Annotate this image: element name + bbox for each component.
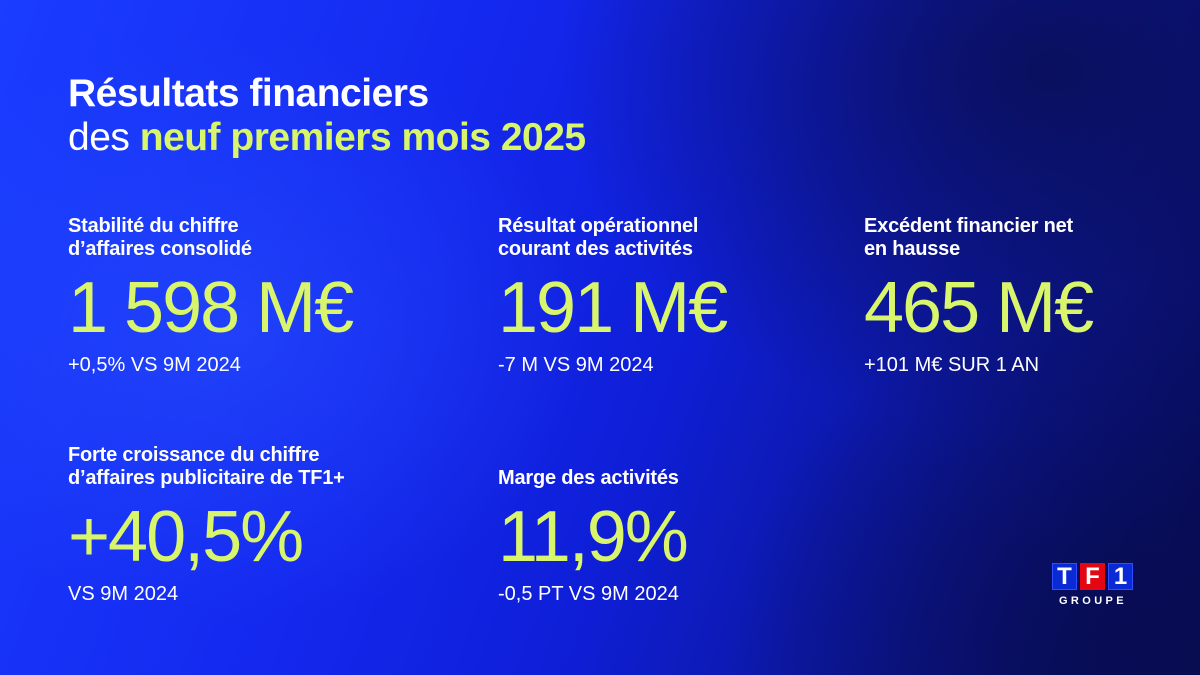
- stat-value: +40,5%: [68, 497, 304, 577]
- stat-comparison: +101 M€ SUR 1 AN: [864, 354, 1040, 376]
- logo-letter-f: F: [1080, 563, 1105, 590]
- title-line-1: Résultats financiers: [68, 72, 429, 115]
- stat-label: Résultat opérationnel courant des activi…: [498, 215, 699, 260]
- logo-tiles: T F 1: [1052, 563, 1134, 590]
- logo-letter-t: T: [1052, 563, 1077, 590]
- stat-margin: Marge des activités 11,9% -0,5 PT VS 9M …: [498, 467, 878, 606]
- stat-value: 1 598 M€: [68, 268, 354, 348]
- title-highlight: neuf premiers mois 2025: [139, 116, 586, 159]
- stat-tf1plus-ad-revenue: Forte croissance du chiffre d’affaires p…: [68, 444, 448, 606]
- logo-letter-1: 1: [1108, 563, 1133, 590]
- stat-comparison: -7 M VS 9M 2024: [498, 354, 654, 376]
- stat-consolidated-revenue: Stabilité du chiffre d’affaires consolid…: [68, 215, 448, 377]
- stat-label: Marge des activités: [498, 467, 679, 489]
- tf1-groupe-logo: T F 1 GROUPE: [1052, 563, 1134, 607]
- stat-label: Stabilité du chiffre d’affaires consolid…: [68, 215, 252, 260]
- stat-label: Excédent financier net en hausse: [864, 215, 1073, 260]
- stat-net-cash: Excédent financier net en hausse 465 M€ …: [864, 215, 1184, 377]
- page-title: Résultats financiers des neuf premiers m…: [68, 72, 586, 160]
- stat-comparison: VS 9M 2024: [68, 583, 179, 605]
- logo-subtitle: GROUPE: [1058, 595, 1128, 607]
- title-prefix: des: [68, 116, 140, 159]
- stat-value: 465 M€: [864, 268, 1094, 348]
- stat-value: 11,9%: [498, 497, 689, 577]
- stat-operating-income: Résultat opérationnel courant des activi…: [498, 215, 878, 377]
- stat-comparison: +0,5% VS 9M 2024: [68, 354, 241, 376]
- stat-comparison: -0,5 PT VS 9M 2024: [498, 583, 679, 605]
- stat-value: 191 M€: [498, 268, 728, 348]
- stat-label: Forte croissance du chiffre d’affaires p…: [68, 444, 345, 489]
- title-line-2: des neuf premiers mois 2025: [68, 116, 586, 160]
